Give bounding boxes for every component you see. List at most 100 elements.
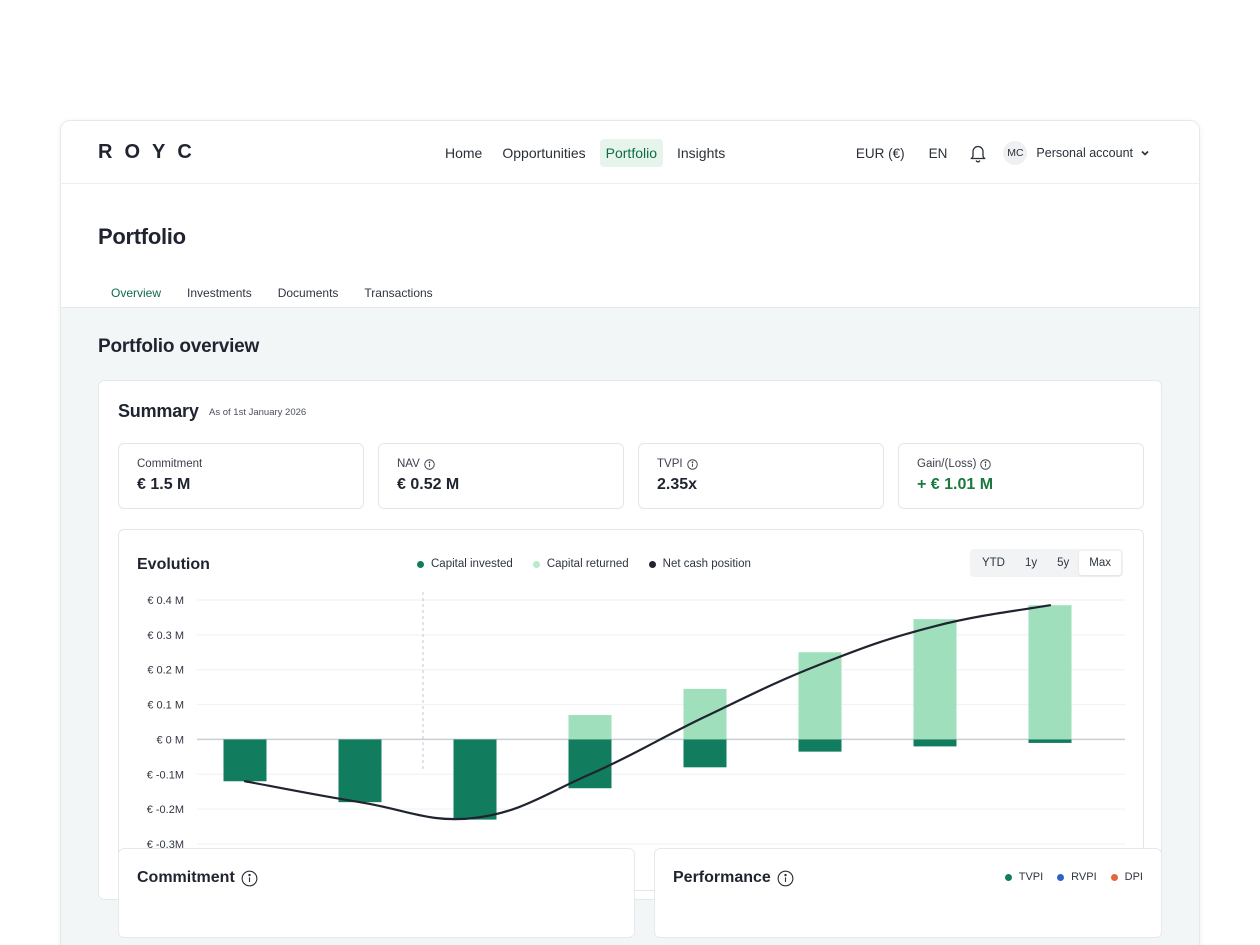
- commitment-title-text: Commitment: [137, 869, 235, 886]
- tab-investments[interactable]: Investments: [187, 286, 252, 300]
- kpi-label-text: Gain/(Loss): [917, 458, 977, 470]
- legend-item-dpi[interactable]: DPI: [1110, 871, 1143, 883]
- info-icon[interactable]: [777, 870, 794, 887]
- evolution-chart-card: € 0.4 M € 0.3 M € 0.2 M € 0.1 M € 0 M € -0.1M…: [118, 529, 1144, 891]
- section-title: Portfolio overview: [98, 336, 260, 357]
- info-icon[interactable]: [241, 870, 258, 887]
- logo: ROYC: [98, 141, 204, 163]
- y-tick-label: € 0 M: [156, 734, 184, 746]
- top-right-controls: EUR (€) EN MC Personal account: [856, 141, 1151, 165]
- performance-title-text: Performance: [673, 869, 771, 886]
- bar-capital-invested: [913, 739, 957, 747]
- commitment-card: Commitment: [118, 848, 635, 938]
- bar-capital-returned: [1028, 605, 1072, 740]
- page-title: Portfolio: [98, 224, 186, 249]
- legend-dot: [1004, 873, 1012, 881]
- kpi-label: Commitment: [137, 458, 202, 470]
- kpi-label-text: TVPI: [657, 458, 683, 470]
- kpi-nav: NAV € 0.52 M: [378, 443, 624, 509]
- legend-dot: [1057, 873, 1065, 881]
- chart-title: Evolution: [137, 556, 210, 573]
- main-nav: Home Opportunities Portfolio Insights: [439, 139, 731, 167]
- kpi-value: € 1.5 M: [137, 476, 191, 493]
- y-tick-label: € -0.1M: [147, 769, 184, 781]
- summary-card: Summary As of 1st January 2026 Commitmen…: [98, 380, 1162, 900]
- legend-item-tvpi[interactable]: TVPI: [1004, 871, 1044, 883]
- legend-item-rvpi[interactable]: RVPI: [1057, 871, 1097, 883]
- chart-legend: Capital invested Capital returned Net ca…: [417, 558, 751, 570]
- kpi-tvpi: TVPI 2.35x: [638, 443, 884, 509]
- net-cash-position-line: [243, 604, 1052, 821]
- bar-capital-invested: [798, 739, 842, 752]
- legend-label: RVPI: [1071, 871, 1097, 883]
- legend-item-capital-invested[interactable]: Capital invested: [417, 558, 513, 570]
- summary-as-of-date: As of 1st January 2026: [209, 407, 307, 418]
- legend-label: Capital invested: [431, 558, 513, 570]
- kpi-label: NAV: [397, 458, 435, 470]
- bell-icon[interactable]: [969, 143, 987, 163]
- legend-item-net-cash-position[interactable]: Net cash position: [648, 558, 751, 570]
- nav-item-portfolio[interactable]: Portfolio: [599, 139, 663, 167]
- commitment-title: Commitment: [137, 869, 258, 887]
- kpi-commitment: Commitment € 1.5 M: [118, 443, 364, 509]
- kpi-label: TVPI: [657, 458, 698, 470]
- app-window: ROYC Home Opportunities Portfolio Insigh…: [60, 120, 1200, 945]
- bar-capital-invested: [683, 739, 727, 768]
- legend-label: Net cash position: [662, 558, 751, 570]
- kpi-label: Gain/(Loss): [917, 458, 992, 470]
- tab-documents[interactable]: Documents: [277, 286, 339, 300]
- y-tick-label: € 0.3 M: [147, 630, 184, 642]
- legend-label: TVPI: [1018, 871, 1044, 883]
- account-menu-label[interactable]: Personal account: [1036, 146, 1133, 160]
- legend-dot: [417, 560, 424, 568]
- kpi-value: € 0.52 M: [397, 476, 460, 493]
- summary-title: Summary: [118, 401, 199, 421]
- performance-title: Performance: [673, 869, 794, 887]
- range-max-button[interactable]: Max: [1079, 551, 1121, 575]
- evolution-chart: € 0.4 M € 0.3 M € 0.2 M € 0.1 M € 0 M € -0.1M…: [147, 592, 1125, 873]
- nav-item-opportunities[interactable]: Opportunities: [502, 145, 586, 161]
- main-content: Portfolio overview Summary As of 1st Jan…: [61, 307, 1199, 945]
- avatar[interactable]: MC: [1003, 141, 1028, 165]
- kpi-gain-loss: Gain/(Loss) + € 1.01 M: [898, 443, 1144, 509]
- bar-capital-returned: [798, 652, 842, 740]
- info-icon[interactable]: [686, 458, 698, 470]
- kpi-label-text: Commitment: [137, 458, 203, 470]
- kpi-label-text: NAV: [397, 458, 420, 470]
- performance-legend: TVPI RVPI DPI: [1004, 871, 1143, 883]
- performance-card: Performance TVPI RVPI DPI: [654, 848, 1162, 938]
- nav-item-insights[interactable]: Insights: [677, 145, 726, 161]
- nav-item-home[interactable]: Home: [445, 145, 483, 161]
- info-icon[interactable]: [424, 458, 435, 470]
- range-5y-button[interactable]: 5y: [1057, 557, 1070, 569]
- portfolio-tabs: Overview Investments Documents Transacti…: [98, 286, 446, 310]
- tab-transactions[interactable]: Transactions: [364, 286, 433, 300]
- legend-item-capital-returned[interactable]: Capital returned: [532, 558, 629, 570]
- y-tick-label: € -0.2M: [147, 804, 184, 816]
- currency-selector[interactable]: EUR (€): [855, 145, 905, 161]
- language-selector[interactable]: EN: [928, 145, 948, 161]
- legend-dot: [1110, 873, 1118, 881]
- bar-capital-invested: [223, 739, 267, 782]
- legend-dot: [532, 560, 540, 568]
- range-1y-button[interactable]: 1y: [1024, 557, 1038, 569]
- y-tick-label: € 0.4 M: [147, 595, 184, 607]
- time-range-selector: YTD 1y 5y Max: [969, 549, 1123, 577]
- kpi-value: + € 1.01 M: [917, 476, 994, 493]
- chevron-down-icon[interactable]: [1139, 147, 1151, 159]
- range-ytd-button[interactable]: YTD: [981, 557, 1005, 569]
- bar-capital-invested: [338, 739, 382, 803]
- legend-dot: [648, 560, 656, 568]
- top-navigation-bar: ROYC Home Opportunities Portfolio Insigh…: [61, 121, 1199, 184]
- y-tick-label: € 0.1 M: [147, 700, 184, 712]
- legend-label: DPI: [1124, 871, 1143, 883]
- bar-capital-returned: [683, 688, 727, 740]
- y-tick-label: € 0.2 M: [147, 665, 184, 677]
- info-icon[interactable]: [980, 458, 992, 470]
- bar-capital-returned: [568, 715, 612, 740]
- bar-capital-returned: [913, 619, 957, 740]
- kpi-value: 2.35x: [657, 476, 698, 493]
- legend-label: Capital returned: [546, 558, 629, 570]
- bar-capital-invested: [1028, 739, 1072, 743]
- bar-capital-invested: [453, 739, 497, 820]
